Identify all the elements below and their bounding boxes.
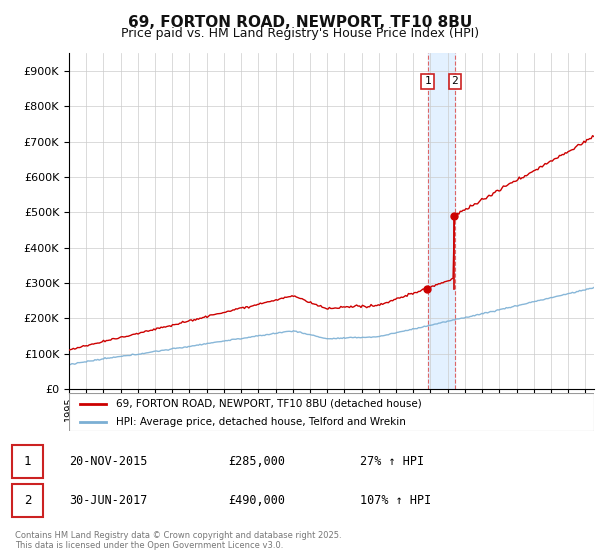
Text: Contains HM Land Registry data © Crown copyright and database right 2025.
This d: Contains HM Land Registry data © Crown c… (15, 530, 341, 550)
Text: 1: 1 (424, 77, 431, 86)
Text: Price paid vs. HM Land Registry's House Price Index (HPI): Price paid vs. HM Land Registry's House … (121, 27, 479, 40)
Text: 69, FORTON ROAD, NEWPORT, TF10 8BU: 69, FORTON ROAD, NEWPORT, TF10 8BU (128, 15, 472, 30)
Text: 107% ↑ HPI: 107% ↑ HPI (360, 494, 431, 507)
FancyBboxPatch shape (69, 393, 594, 431)
Text: 20-NOV-2015: 20-NOV-2015 (69, 455, 148, 468)
Text: 1: 1 (24, 455, 31, 468)
Text: £285,000: £285,000 (228, 455, 285, 468)
Text: 2: 2 (24, 494, 31, 507)
Text: 69, FORTON ROAD, NEWPORT, TF10 8BU (detached house): 69, FORTON ROAD, NEWPORT, TF10 8BU (deta… (116, 399, 422, 409)
Text: HPI: Average price, detached house, Telford and Wrekin: HPI: Average price, detached house, Telf… (116, 417, 406, 427)
Text: £490,000: £490,000 (228, 494, 285, 507)
Text: 2: 2 (451, 77, 458, 86)
Text: 27% ↑ HPI: 27% ↑ HPI (360, 455, 424, 468)
Text: 30-JUN-2017: 30-JUN-2017 (69, 494, 148, 507)
Bar (428, 53, 455, 389)
